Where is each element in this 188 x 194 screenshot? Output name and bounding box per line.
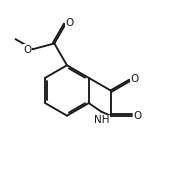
Text: NH: NH: [94, 115, 110, 125]
Text: O: O: [133, 111, 142, 121]
Text: O: O: [65, 18, 74, 28]
Text: O: O: [130, 74, 139, 84]
Text: O: O: [23, 45, 31, 55]
